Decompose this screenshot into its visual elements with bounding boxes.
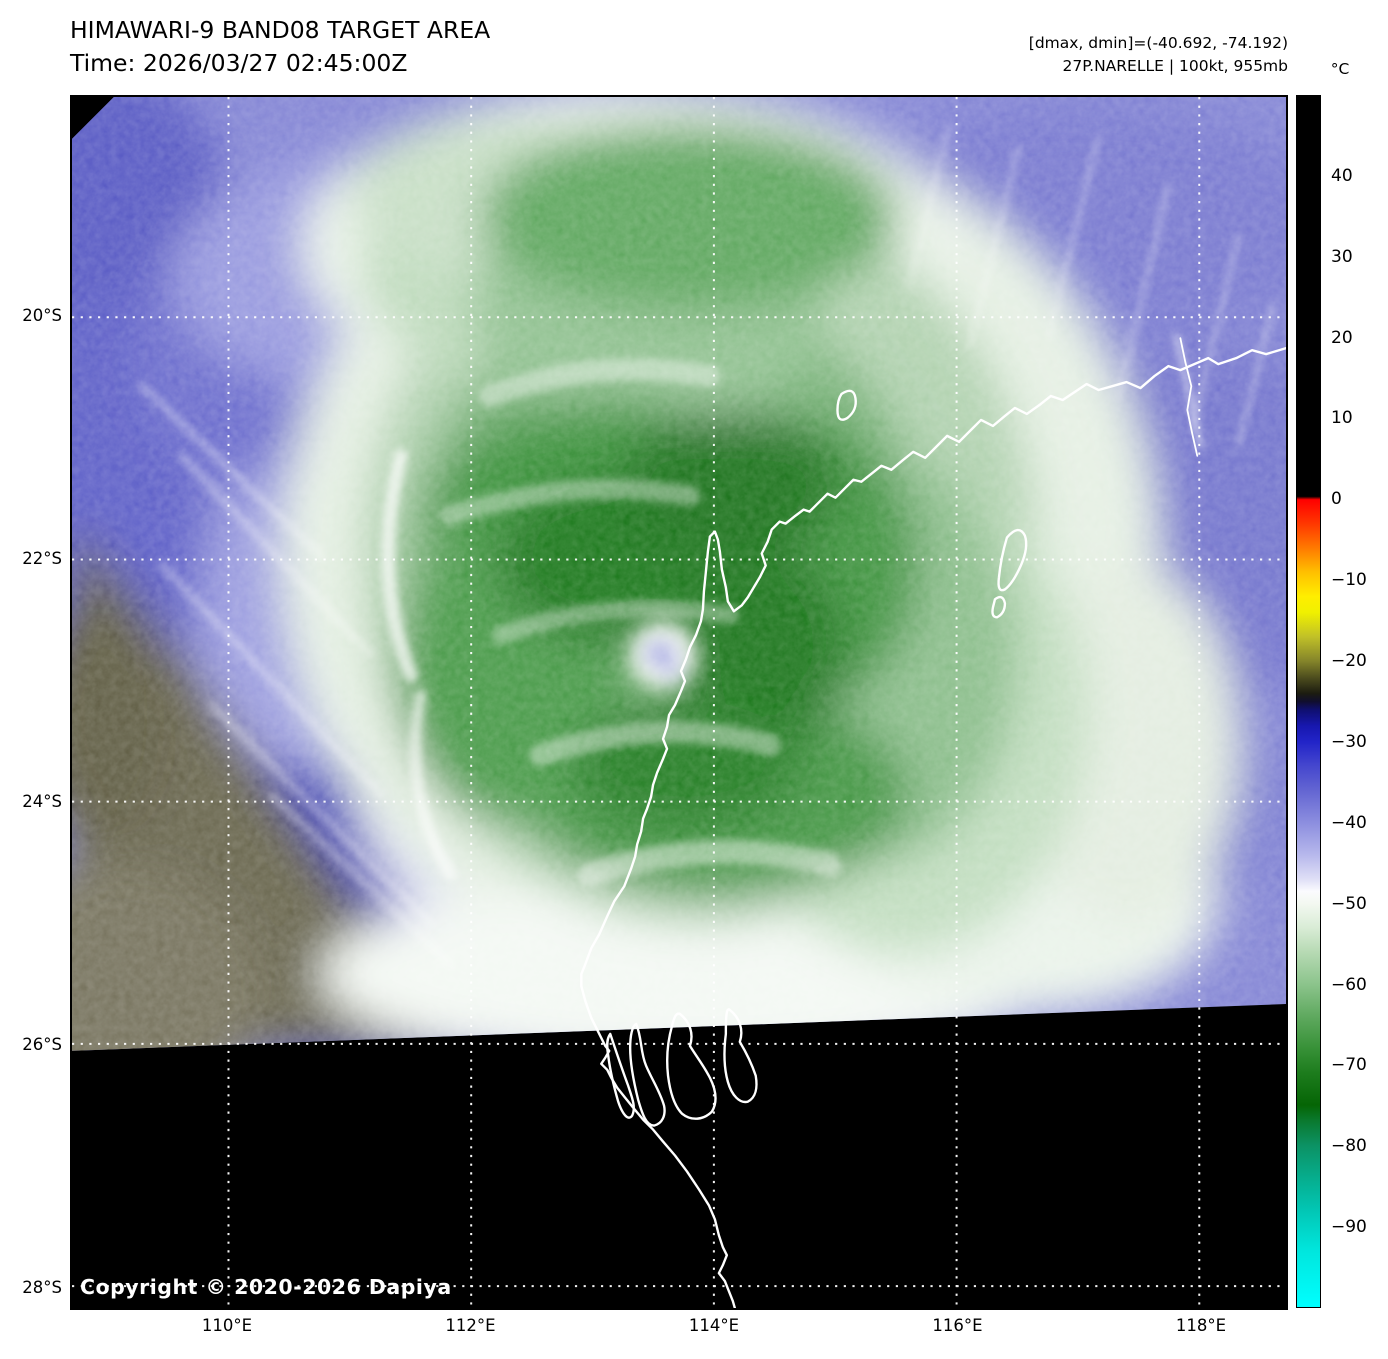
colorbar-tick-label: −50	[1331, 893, 1367, 914]
satellite-image	[72, 97, 1286, 1308]
lon-tick-label: 114°E	[688, 1316, 740, 1335]
lon-tick-label: 116°E	[932, 1316, 983, 1335]
coastline	[580, 337, 1286, 1308]
page-title: HIMAWARI-9 BAND08 TARGET AREA	[70, 16, 491, 44]
lat-tick-label: 28°S	[22, 1278, 62, 1297]
colorbar-tick-label: −30	[1331, 731, 1367, 752]
colorbar-tick-label: −10	[1331, 570, 1367, 591]
colorbar-tick-label: 40	[1331, 165, 1353, 186]
lat-tick-label: 24°S	[22, 792, 62, 811]
colorbar-tick-label: −60	[1331, 974, 1367, 995]
colorbar-unit-label: °C	[1330, 60, 1350, 78]
colorbar-tick-label: −40	[1331, 812, 1367, 833]
islands	[836, 389, 1028, 619]
river-line	[1179, 337, 1199, 457]
time-label: Time: 2026/03/27 02:45:00Z	[70, 49, 408, 77]
lon-tick-label: 112°E	[445, 1316, 496, 1335]
lon-tick-label: 118°E	[1175, 1316, 1227, 1335]
mainland-coastline	[580, 346, 1286, 1308]
info-block: [dmax, dmin]=(-40.692, -74.192) 27P.NARE…	[1029, 32, 1288, 78]
gridlines	[72, 97, 1286, 1308]
colorbar-tick-label: 10	[1331, 408, 1353, 429]
lon-tick-label: 110°E	[201, 1316, 253, 1335]
lat-tick-label: 20°S	[22, 306, 62, 325]
satellite-map: Copyright © 2020-2026 Dapiya	[70, 95, 1288, 1310]
shark-bay-coastline	[606, 1008, 758, 1127]
colorbar-gradient	[1297, 96, 1320, 1307]
colorbar	[1296, 95, 1321, 1308]
copyright-label: Copyright © 2020-2026 Dapiya	[80, 1275, 452, 1299]
lat-tick-label: 26°S	[22, 1035, 62, 1054]
dmax-dmin-label: [dmax, dmin]=(-40.692, -74.192)	[1028, 34, 1288, 52]
colorbar-tick-label: −20	[1331, 651, 1367, 672]
colorbar-tick-label: −90	[1331, 1217, 1367, 1238]
colorbar-tick-label: 30	[1331, 246, 1353, 267]
colorbar-tick-label: 0	[1331, 489, 1342, 510]
lat-tick-label: 22°S	[22, 549, 62, 568]
colorbar-tick-label: 20	[1331, 327, 1353, 348]
cloud-field	[72, 97, 1286, 1051]
pixel-noise-overlay	[72, 97, 1286, 1051]
title-block: HIMAWARI-9 BAND08 TARGET AREA Time: 2026…	[70, 14, 490, 80]
storm-info-label: 27P.NARELLE | 100kt, 955mb	[1062, 57, 1289, 75]
colorbar-tick-label: −80	[1331, 1136, 1367, 1157]
colorbar-tick-label: −70	[1331, 1055, 1367, 1076]
